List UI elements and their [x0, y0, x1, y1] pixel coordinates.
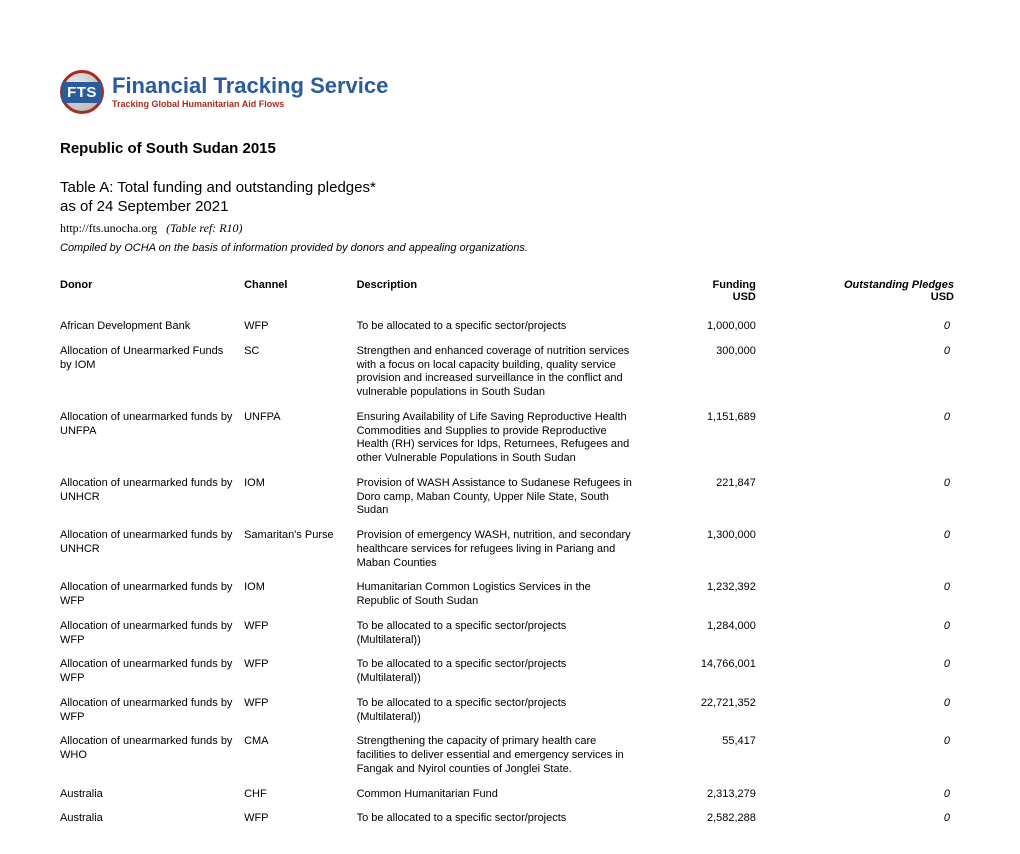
cell-donor: Allocation of unearmarked funds by WFP	[60, 694, 244, 733]
table-title: Table A: Total funding and outstanding p…	[60, 179, 960, 196]
cell-channel: Samaritan's Purse	[244, 526, 357, 578]
cell-funding: 1,300,000	[653, 526, 776, 578]
table-ref: (Table ref: R10)	[166, 221, 242, 235]
logo: FTS Financial Tracking Service Tracking …	[60, 70, 960, 114]
cell-donor: Allocation of unearmarked funds by UNHCR	[60, 526, 244, 578]
logo-badge: FTS	[62, 82, 102, 103]
cell-channel: WFP	[244, 694, 357, 733]
cell-funding: 1,151,689	[653, 408, 776, 474]
cell-donor: Allocation of unearmarked funds by UNHCR	[60, 474, 244, 526]
as-of-date: as of 24 September 2021	[60, 198, 960, 215]
cell-channel: UNFPA	[244, 408, 357, 474]
cell-channel: CHF	[244, 785, 357, 810]
table-row: Allocation of unearmarked funds by WFPIO…	[60, 578, 960, 617]
logo-title: Financial Tracking Service	[112, 75, 388, 97]
cell-funding: 55,417	[653, 732, 776, 784]
source-line: http://fts.unocha.org (Table ref: R10)	[60, 221, 960, 236]
cell-pledges: 0	[776, 474, 960, 526]
cell-channel: WFP	[244, 809, 357, 834]
table-row: African Development BankWFPTo be allocat…	[60, 317, 960, 342]
cell-funding: 1,284,000	[653, 617, 776, 656]
col-description: Description	[357, 276, 654, 317]
cell-description: Common Humanitarian Fund	[357, 785, 654, 810]
col-donor: Donor	[60, 276, 244, 317]
cell-pledges: 0	[776, 617, 960, 656]
cell-donor: Allocation of unearmarked funds by UNFPA	[60, 408, 244, 474]
logo-text-block: Financial Tracking Service Tracking Glob…	[112, 75, 388, 109]
cell-pledges: 0	[776, 526, 960, 578]
cell-funding: 1,232,392	[653, 578, 776, 617]
cell-pledges: 0	[776, 809, 960, 834]
cell-funding: 2,313,279	[653, 785, 776, 810]
compiled-note: Compiled by OCHA on the basis of informa…	[60, 242, 960, 254]
cell-pledges: 0	[776, 408, 960, 474]
logo-subtitle: Tracking Global Humanitarian Aid Flows	[112, 100, 388, 109]
table-row: Allocation of Unearmarked Funds by IOMSC…	[60, 342, 960, 408]
cell-donor: Allocation of unearmarked funds by WHO	[60, 732, 244, 784]
table-row: Allocation of unearmarked funds by UNHCR…	[60, 474, 960, 526]
table-row: Allocation of unearmarked funds by WFPWF…	[60, 655, 960, 694]
cell-funding: 2,582,288	[653, 809, 776, 834]
cell-funding: 14,766,001	[653, 655, 776, 694]
cell-donor: African Development Bank	[60, 317, 244, 342]
logo-globe-icon: FTS	[60, 70, 104, 114]
cell-description: To be allocated to a specific sector/pro…	[357, 617, 654, 656]
cell-pledges: 0	[776, 317, 960, 342]
cell-description: To be allocated to a specific sector/pro…	[357, 694, 654, 733]
cell-channel: SC	[244, 342, 357, 408]
col-pledges-label: Outstanding Pledges	[844, 279, 954, 291]
cell-channel: IOM	[244, 578, 357, 617]
table-row: Allocation of unearmarked funds by UNFPA…	[60, 408, 960, 474]
cell-description: To be allocated to a specific sector/pro…	[357, 655, 654, 694]
cell-pledges: 0	[776, 785, 960, 810]
table-row: Allocation of unearmarked funds by WFPWF…	[60, 694, 960, 733]
table-row: AustraliaWFPTo be allocated to a specifi…	[60, 809, 960, 834]
cell-donor: Australia	[60, 809, 244, 834]
cell-channel: WFP	[244, 655, 357, 694]
cell-description: To be allocated to a specific sector/pro…	[357, 809, 654, 834]
cell-description: Provision of WASH Assistance to Sudanese…	[357, 474, 654, 526]
table-header-row: Donor Channel Description Funding USD Ou…	[60, 276, 960, 317]
country-title: Republic of South Sudan 2015	[60, 140, 960, 157]
cell-pledges: 0	[776, 655, 960, 694]
cell-pledges: 0	[776, 342, 960, 408]
col-funding: Funding USD	[653, 276, 776, 317]
col-pledges-sub: USD	[776, 291, 954, 303]
cell-funding: 300,000	[653, 342, 776, 408]
cell-description: Strengthen and enhanced coverage of nutr…	[357, 342, 654, 408]
cell-pledges: 0	[776, 732, 960, 784]
cell-channel: IOM	[244, 474, 357, 526]
cell-donor: Allocation of Unearmarked Funds by IOM	[60, 342, 244, 408]
col-funding-label: Funding	[713, 279, 756, 291]
table-body: African Development BankWFPTo be allocat…	[60, 317, 960, 834]
col-pledges: Outstanding Pledges USD	[776, 276, 960, 317]
cell-donor: Australia	[60, 785, 244, 810]
cell-channel: WFP	[244, 617, 357, 656]
cell-funding: 221,847	[653, 474, 776, 526]
document-page: FTS Financial Tracking Service Tracking …	[0, 0, 1020, 854]
cell-description: Strengthening the capacity of primary he…	[357, 732, 654, 784]
cell-donor: Allocation of unearmarked funds by WFP	[60, 578, 244, 617]
cell-pledges: 0	[776, 694, 960, 733]
cell-funding: 1,000,000	[653, 317, 776, 342]
table-row: Allocation of unearmarked funds by WFPWF…	[60, 617, 960, 656]
cell-description: Provision of emergency WASH, nutrition, …	[357, 526, 654, 578]
cell-channel: CMA	[244, 732, 357, 784]
source-url: http://fts.unocha.org	[60, 221, 157, 235]
cell-description: To be allocated to a specific sector/pro…	[357, 317, 654, 342]
table-row: Allocation of unearmarked funds by WHOCM…	[60, 732, 960, 784]
col-channel: Channel	[244, 276, 357, 317]
cell-description: Ensuring Availability of Life Saving Rep…	[357, 408, 654, 474]
cell-channel: WFP	[244, 317, 357, 342]
table-row: Allocation of unearmarked funds by UNHCR…	[60, 526, 960, 578]
col-funding-sub: USD	[653, 291, 756, 303]
cell-funding: 22,721,352	[653, 694, 776, 733]
cell-donor: Allocation of unearmarked funds by WFP	[60, 655, 244, 694]
cell-donor: Allocation of unearmarked funds by WFP	[60, 617, 244, 656]
table-row: AustraliaCHFCommon Humanitarian Fund2,31…	[60, 785, 960, 810]
funding-table: Donor Channel Description Funding USD Ou…	[60, 276, 960, 834]
cell-description: Humanitarian Common Logistics Services i…	[357, 578, 654, 617]
cell-pledges: 0	[776, 578, 960, 617]
